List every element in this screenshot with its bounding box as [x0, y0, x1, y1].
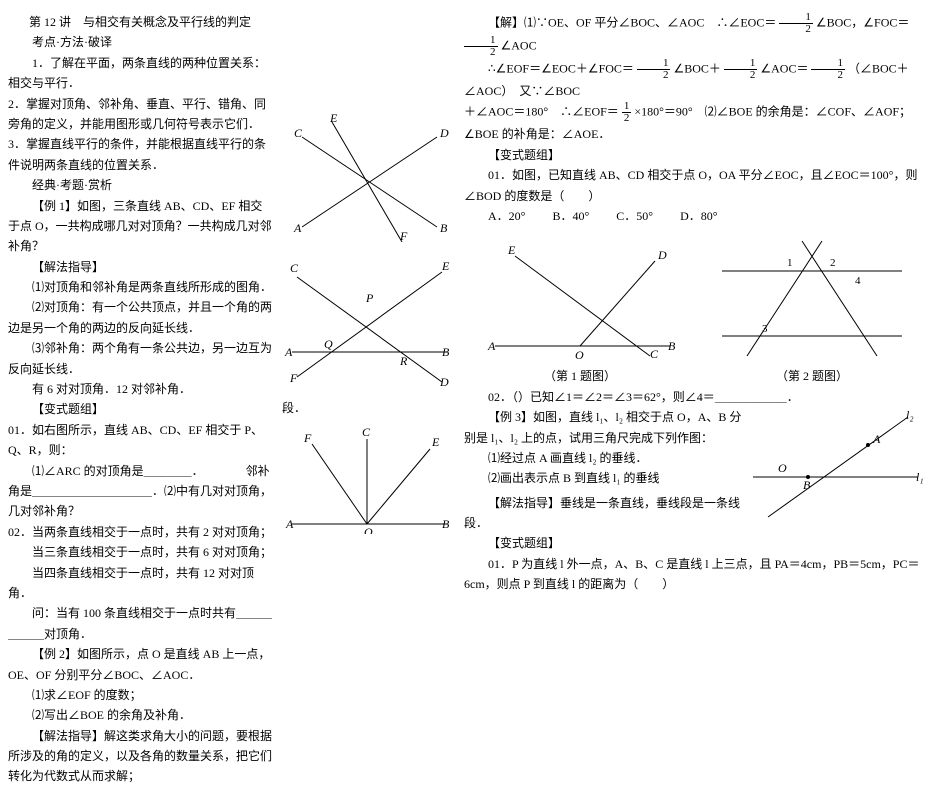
svg-text:A: A: [284, 345, 293, 359]
figure-row: A B O E D C （第 1 题图）: [464, 226, 928, 386]
svg-text:4: 4: [855, 275, 861, 287]
svg-text:F: F: [289, 371, 298, 385]
ex3-guide: 【解法指导】垂线是一条直线，垂线段是一条线段．: [464, 493, 744, 534]
svg-text:D: D: [657, 248, 667, 262]
svg-text:F: F: [399, 229, 408, 242]
example1-stem: 【例 1】如图，三条直线 AB、CD、EF 相交于点 O，一共构成哪几对对顶角？…: [8, 196, 272, 257]
svg-text:B: B: [803, 478, 811, 492]
figure-q2: 1 2 3 4: [712, 226, 912, 366]
svg-text:P: P: [365, 291, 374, 305]
q01-right: 01．P 为直线 l 外一点，A、B、C 是直线 l 上三点，且 PA＝4cm，…: [464, 554, 928, 595]
figure-triangle-pqr: C E A B F D P Q R: [282, 252, 452, 392]
solution-line-1: 【解】⑴∵OE、OF 平分∠BOC、∠AOC ∴∠EOC＝ 12 ∠BOC，∠F…: [464, 12, 928, 58]
frac-half-1: 12: [779, 12, 813, 35]
frac-half-3: 12: [637, 58, 671, 81]
ex3-stem: 【例 3】如图，直线 l₁、l₂ 相交于点 O，A、B 分别是 l₁、l₂ 上的…: [464, 407, 744, 448]
solution-line-3: ＋∠AOC＝180° ∴∠EOF＝ 12 ×180°＝90° ⑵∠BOE 的余角…: [464, 101, 928, 124]
q1-stem: 01．如图，已知直线 AB、CD 相交于点 O，OA 平分∠EOC，且∠EOC＝…: [464, 165, 928, 206]
caption-1: （第 1 题图）: [480, 366, 680, 386]
example1-guide-3: ⑶邻补角：两个角有一条公共边，另一边互为反向延长线．: [8, 338, 272, 379]
solution-line-4: ∠BOE 的补角是：∠AOE．: [464, 124, 928, 144]
variant-head-right: 【变式题组】: [464, 145, 928, 165]
svg-text:A: A: [285, 517, 294, 531]
example2-stem: 【例 2】如图所示，点 O 是直线 AB 上一点，OE、OF 分别平分∠BOC、…: [8, 644, 272, 685]
q2-stem: 02．（）已知∠1＝∠2＝∠3＝62°，则∠4＝＿＿＿＿＿＿．: [464, 387, 928, 407]
right-column: 【解】⑴∵OE、OF 平分∠BOC、∠AOC ∴∠EOC＝ 12 ∠BOC，∠F…: [458, 12, 928, 787]
example1-guide-1: ⑴对顶角和邻补角是两条直线所形成的图角．: [8, 277, 272, 297]
variant-head: 【变式题组】: [8, 399, 272, 419]
ex3-1: ⑴经过点 A 画直线 l₂ 的垂线．: [464, 448, 744, 468]
opt-b: B．40°: [552, 209, 589, 223]
caption-2: （第 2 题图）: [712, 366, 912, 386]
example2-2: ⑵写出∠BOE 的余角及补角．: [8, 705, 272, 725]
lesson-title: 第 12 讲 与相交有关概念及平行线的判定: [8, 12, 272, 32]
svg-text:2: 2: [830, 257, 836, 269]
subhead-classic: 经典·考题·赏析: [8, 175, 272, 195]
svg-text:A: A: [487, 339, 496, 353]
svg-text:C: C: [362, 425, 371, 439]
svg-text:A: A: [293, 221, 302, 235]
q02-b: 当三条直线相交于一点时，共有 6 对对顶角；: [8, 542, 272, 562]
opt-d: D．80°: [680, 209, 717, 223]
example2-guide: 【解法指导】解这类求角大小的问题，要根据所涉及的角的定义，以及各角的数量关系，把…: [8, 726, 272, 787]
svg-text:D: D: [439, 126, 449, 140]
svg-text:B: B: [442, 517, 450, 531]
opt-c: C．50°: [616, 209, 653, 223]
svg-text:B: B: [668, 339, 676, 353]
example2-1: ⑴求∠EOF 的度数；: [8, 685, 272, 705]
svg-text:C: C: [650, 347, 659, 361]
svg-text:1: 1: [787, 257, 793, 269]
example1-guide-2: ⑵对顶角：有一个公共顶点，并且一个角的两边是另一个角的两边的反向延长线．: [8, 297, 272, 338]
opt-a: A．20°: [488, 209, 525, 223]
svg-text:O: O: [575, 348, 584, 362]
solution-line-2: ∴∠EOF＝∠EOC＋∠FOC＝ 12 ∠BOC＋ 12 ∠AOC＝ 12 （∠…: [464, 58, 928, 101]
variant-head-2: 【变式题组】: [464, 533, 928, 553]
figure-bisectors: A B O F C E: [282, 424, 452, 534]
svg-text:R: R: [399, 354, 408, 368]
figure-q1-wrap: A B O E D C （第 1 题图）: [480, 226, 680, 386]
svg-text:D: D: [439, 375, 449, 389]
svg-text:Q: Q: [324, 337, 333, 351]
svg-text:3: 3: [762, 323, 768, 335]
q02-a: 02．当两条直线相交于一点时，共有 2 对对顶角；: [8, 522, 272, 542]
example1-guide-head: 【解法指导】: [8, 257, 272, 277]
point-3: 3．掌握直线平行的条件，并能根据直线平行的条件说明两条直线的位置关系．: [8, 134, 272, 175]
example1-answer: 有 6 对对顶角．12 对邻补角．: [8, 379, 272, 399]
q01-a: 01．如右图所示，直线 AB、CD、EF 相交于 P、Q、R，则：: [8, 420, 272, 461]
q02-c: 当四条直线相交于一点时，共有 12 对对顶角．: [8, 563, 272, 604]
svg-text:C: C: [294, 126, 303, 140]
left-column: 第 12 讲 与相交有关概念及平行线的判定 考点·方法·破译 1．了解在平面，两…: [8, 12, 278, 787]
frac-half-2: 12: [464, 35, 498, 58]
frac-half-4: 12: [724, 58, 758, 81]
point-2: 2．掌握对顶角、邻补角、垂直、平行、错角、同旁角的定义，并能用图形或几何符号表示…: [8, 94, 272, 135]
ex3-row: 【例 3】如图，直线 l₁、l₂ 相交于点 O，A、B 分别是 l₁、l₂ 上的…: [464, 407, 928, 533]
svg-text:A: A: [872, 432, 881, 446]
svg-text:l₂: l₂: [906, 408, 914, 422]
svg-text:B: B: [440, 221, 448, 235]
figure-ex3: A B O l₁ l₂: [748, 407, 928, 527]
svg-text:E: E: [507, 243, 516, 257]
svg-text:B: B: [442, 345, 450, 359]
svg-text:O: O: [364, 525, 373, 534]
ex3-2: ⑵画出表示点 B 到直线 l₁ 的垂线: [464, 468, 744, 488]
q1-options: A．20° B．40° C．50° D．80°: [464, 206, 928, 226]
point-1: 1．了解在平面，两条直线的两种位置关系：相交与平行．: [8, 53, 272, 94]
subhead-methods: 考点·方法·破译: [8, 32, 272, 52]
figure-q1: A B O E D C: [480, 226, 680, 366]
q02-d: 问：当有 100 条直线相交于一点时共有＿＿＿＿＿＿对顶角．: [8, 603, 272, 644]
frac-half-6: 12: [622, 101, 632, 124]
segment-label: 段．: [282, 398, 454, 418]
figure-three-lines-O: A B C D E F: [282, 112, 452, 242]
svg-text:C: C: [290, 261, 299, 275]
svg-text:E: E: [431, 435, 440, 449]
svg-text:O: O: [778, 461, 787, 475]
middle-column: A B C D E F C E A B F D P: [278, 12, 458, 787]
svg-text:F: F: [303, 431, 312, 445]
q01-b: ⑴∠ARC 的对顶角是＿＿＿＿． 邻补角是＿＿＿＿＿＿＿＿＿＿．⑵中有几对对顶角…: [8, 461, 272, 522]
frac-half-5: 12: [811, 58, 845, 81]
svg-text:E: E: [441, 259, 450, 273]
svg-text:l₁: l₁: [916, 470, 924, 484]
figure-q2-wrap: 1 2 3 4 （第 2 题图）: [712, 226, 912, 386]
svg-text:E: E: [329, 112, 338, 125]
